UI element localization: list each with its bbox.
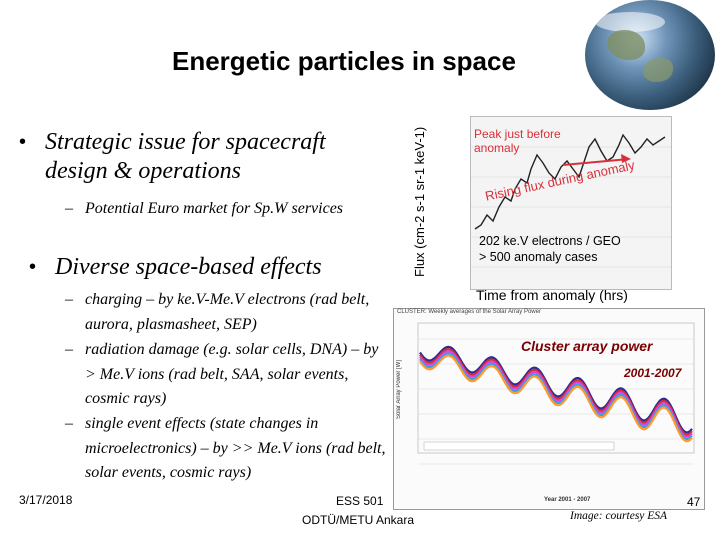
flux-chart-y-label: Flux (cm-2 s-1 sr-1 keV-1) (412, 126, 427, 278)
flux-annotation-info-1: 202 ke.V electrons / GEO (479, 234, 621, 248)
sub-bullet-charging: – charging – by ke.V-Me.V electrons (rad… (65, 288, 390, 337)
earth-image (585, 0, 715, 110)
footer-page-number: 47 (687, 495, 701, 509)
cluster-power-series (419, 350, 693, 438)
cluster-chart-x-label: Year 2001 - 2007 (544, 497, 591, 503)
dash-icon: – (65, 415, 73, 432)
flux-annotation-peak: Peak just before anomaly (474, 127, 561, 155)
sub-bullet-text: Potential Euro market for Sp.W services (85, 200, 344, 217)
dash-icon: – (65, 200, 73, 217)
cluster-chart-header: CLUSTER: Weekly averages of the Solar Ar… (397, 309, 541, 315)
sub-bullet-text: single event effects (state changes in m… (85, 415, 386, 481)
flux-chart-plot-area (470, 116, 672, 290)
footer-date: 3/17/2018 (19, 493, 73, 507)
bullet-icon: • (29, 256, 37, 278)
flux-chart-svg (471, 133, 671, 268)
image-credit: Image: courtesy ESA (570, 510, 668, 522)
footer-course: ESS 501 (336, 494, 384, 508)
sub-bullet-single-event: – single event effects (state changes in… (65, 412, 390, 486)
cluster-annotation-title: Cluster array power (521, 338, 653, 354)
cluster-annotation-years: 2001-2007 (624, 366, 682, 380)
bullet-diverse-effects: • Diverse space-based effects (29, 253, 395, 282)
cluster-power-series (419, 347, 693, 436)
cluster-chart-frame (393, 308, 705, 510)
peak-arrow (562, 158, 630, 166)
peak-arrowhead (621, 154, 631, 163)
sub-bullet-radiation-damage: – radiation damage (e.g. solar cells, DN… (65, 338, 385, 412)
sub-bullet-text: radiation damage (e.g. solar cells, DNA)… (85, 341, 379, 407)
flux-annotation-info-2: > 500 anomaly cases (479, 250, 598, 264)
cluster-chart-y-label: Solar Array Power [W] (396, 360, 402, 420)
dash-icon: – (65, 341, 73, 358)
sub-bullet-euro-market: – Potential Euro market for Sp.W service… (65, 197, 375, 222)
cluster-power-series (419, 354, 693, 443)
bullet-strategic-issue: • Strategic issue for spacecraft design … (19, 128, 390, 186)
cluster-chart-svg (417, 322, 695, 465)
cluster-power-series (419, 352, 693, 440)
bullet-icon: • (19, 131, 27, 153)
bullet-text: Strategic issue for spacecraft design & … (45, 129, 326, 184)
dash-icon: – (65, 291, 73, 308)
cluster-power-series (419, 345, 693, 434)
flux-chart-x-label: Time from anomaly (hrs) (476, 287, 628, 303)
footer-institution: ODTÜ/METU Ankara (302, 513, 415, 527)
sub-bullet-text: charging – by ke.V-Me.V electrons (rad b… (85, 291, 370, 333)
bullet-text: Diverse space-based effects (55, 254, 322, 280)
slide-title: Energetic particles in space (172, 46, 516, 76)
